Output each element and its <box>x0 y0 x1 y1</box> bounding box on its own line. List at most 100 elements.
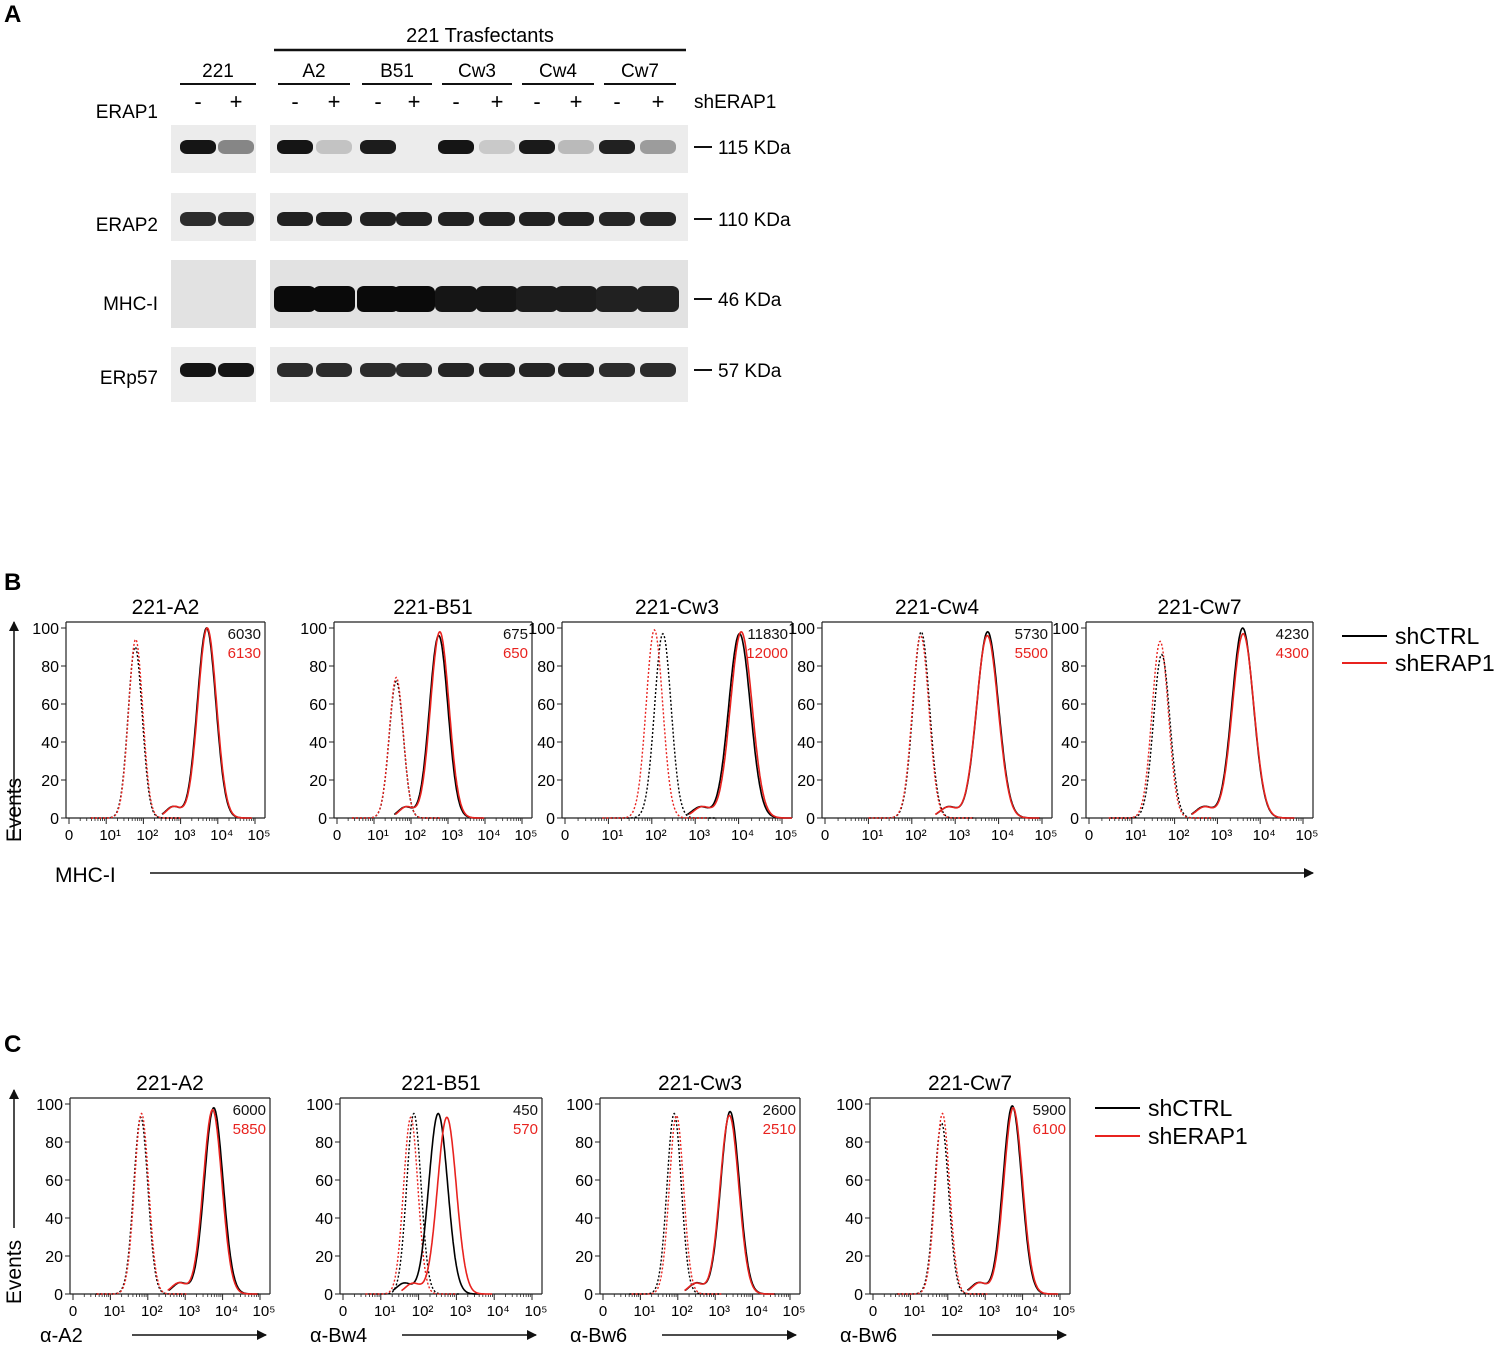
x-tick-label: 10¹ <box>634 1303 656 1320</box>
y-tick-label: 40 <box>575 1211 593 1228</box>
x-tick-label: 10⁴ <box>477 827 500 844</box>
x-tick-label: 0 <box>561 827 569 844</box>
sample-label: Cw3 <box>458 61 496 82</box>
x-tick-label: 0 <box>69 1303 77 1320</box>
x-axis-label: α-Bw6 <box>570 1325 627 1347</box>
x-tick-label: 0 <box>1085 827 1093 844</box>
mfi-shctrl: 675 <box>503 626 528 643</box>
y-tick-label: 100 <box>528 621 555 638</box>
x-tick-label: 10⁴ <box>215 1303 238 1320</box>
histogram-curve-sherap1-dotted <box>897 1112 988 1295</box>
size-marker-label: 110 KDa <box>718 210 791 231</box>
sample-label: Cw4 <box>539 61 577 82</box>
x-tick-label: 10² <box>941 1303 963 1320</box>
x-tick-label: 10¹ <box>602 827 624 844</box>
y-tick-label: 0 <box>806 811 815 828</box>
mfi-sherap1: 570 <box>513 1121 538 1138</box>
histogram-curve-shctrl-solid <box>393 634 484 819</box>
panel-b-letter: B <box>4 569 21 596</box>
x-tick-label: 10³ <box>708 1303 730 1320</box>
plus-sign: + <box>328 89 341 114</box>
blot-band <box>435 286 477 312</box>
histogram-curve-sherap1-dotted <box>631 1114 722 1295</box>
x-tick-label: 10⁴ <box>991 827 1014 844</box>
plus-sign: + <box>230 89 243 114</box>
histogram-title: 221-Cw7 <box>1157 596 1241 619</box>
blot-band <box>360 212 396 226</box>
x-tick-label: 10³ <box>978 1303 1000 1320</box>
transfectants-group-label: 221 Trasfectants <box>406 25 554 47</box>
x-tick-label: 10³ <box>688 827 710 844</box>
y-tick-label: 80 <box>537 659 555 676</box>
histogram-curve-sherap1-dotted <box>96 1112 187 1295</box>
y-tick-label: 40 <box>1061 735 1079 752</box>
x-axis-label: α-Bw4 <box>310 1325 367 1347</box>
mfi-shctrl: 4230 <box>1276 626 1309 643</box>
sample-labels: 221 A2 B51 Cw3 Cw4 Cw7 <box>202 61 659 82</box>
minus-sign: - <box>291 89 298 114</box>
minus-sign: - <box>533 89 540 114</box>
mfi-shctrl: 6030 <box>228 626 261 643</box>
histogram-curve-shctrl-dotted <box>368 1112 460 1295</box>
x-tick-label: 10³ <box>948 827 970 844</box>
blot-erap2: ERAP2 110 KDa <box>96 193 791 241</box>
minus-sign: - <box>452 89 459 114</box>
blot-band <box>180 212 216 226</box>
x-tick-label: 10¹ <box>862 827 884 844</box>
blot-band <box>313 286 355 312</box>
blot-band <box>519 140 555 154</box>
histogram-curve-sherap1-dotted <box>365 1116 457 1295</box>
y-tick-label: 40 <box>845 1211 863 1228</box>
sample-label: Cw7 <box>621 61 659 82</box>
blot-band <box>479 212 515 226</box>
x-tick-label: 10² <box>905 827 927 844</box>
blot-band <box>599 140 635 154</box>
blot-band <box>555 286 597 312</box>
mfi-shctrl: 11830 <box>747 626 788 643</box>
blot-band <box>558 363 594 377</box>
histogram-c-221-b51: 221-B51 0 20 40 60 80 100 0 10¹ 10² 10³ 10⁴ 10⁵ 450 57… <box>306 1072 547 1347</box>
histogram-title: 221-Cw4 <box>895 596 979 619</box>
mfi-sherap1: 6100 <box>1033 1121 1066 1138</box>
x-tick-label: 10³ <box>178 1303 200 1320</box>
y-tick-label: 20 <box>315 1249 333 1266</box>
mfi-sherap1: 5850 <box>233 1121 266 1138</box>
blot-band <box>640 140 676 154</box>
blot-erap1: ERAP1 115 KDa <box>96 102 791 173</box>
mfi-sherap1: 6130 <box>228 645 261 662</box>
panel-b-x-axis-label: MHC-I <box>55 864 116 887</box>
blot-band <box>360 363 396 377</box>
x-tick-label: 0 <box>869 1303 877 1320</box>
x-tick-label: 10² <box>404 827 426 844</box>
y-tick-label: 80 <box>845 1135 863 1152</box>
x-tick-label: 10⁵ <box>783 1303 806 1320</box>
x-tick-label: 10³ <box>441 827 463 844</box>
sample-label: 221 <box>202 61 234 82</box>
histogram-curve-sherap1-dotted <box>602 628 707 819</box>
x-tick-label: 0 <box>333 827 341 844</box>
blot-band <box>479 140 515 154</box>
histogram-curve-sherap1-dotted <box>351 676 441 819</box>
histogram-curve-shctrl-solid <box>392 1112 484 1295</box>
x-tick-label: 10¹ <box>367 827 389 844</box>
histogram-b-221-a2: 221-A2 0 20 40 60 80 100 0 10¹ 10² 10³ 10⁴ 10⁵ 6030 61… <box>32 596 270 844</box>
flow-cytometry-histograms: 221-A2 0 20 40 60 80 100 0 10¹ 10² 10³ 10⁴ 10⁵ 6030 61… <box>32 596 1318 1347</box>
blot-band <box>476 286 518 312</box>
histogram-curve-sherap1-dotted <box>91 638 181 819</box>
y-tick-label: 100 <box>788 621 815 638</box>
histogram-c-221-cw3: 221-Cw3 0 20 40 60 80 100 0 10¹ 10² 10³ 10⁴ 10⁵ 2600 2… <box>566 1072 805 1347</box>
histogram-curve-sherap1-solid <box>934 634 1040 819</box>
blot-erp57: ERp57 57 KDa <box>100 347 782 402</box>
mfi-sherap1: 650 <box>503 645 528 662</box>
histogram-c-221-a2: 221-A2 0 20 40 60 80 100 0 10¹ 10² 10³ 10⁴ 10⁵ 6000 58… <box>36 1072 275 1347</box>
x-tick-label: 10⁵ <box>253 1303 276 1320</box>
x-tick-label: 10² <box>412 1303 434 1320</box>
x-tick-label: 10⁵ <box>1053 1303 1076 1320</box>
blot-band <box>438 140 474 154</box>
y-tick-label: 0 <box>54 1287 63 1304</box>
y-tick-label: 60 <box>309 697 327 714</box>
mfi-sherap1: 4300 <box>1276 645 1309 662</box>
blot-band <box>637 286 679 312</box>
histogram-curve-sherap1-solid <box>162 627 252 819</box>
